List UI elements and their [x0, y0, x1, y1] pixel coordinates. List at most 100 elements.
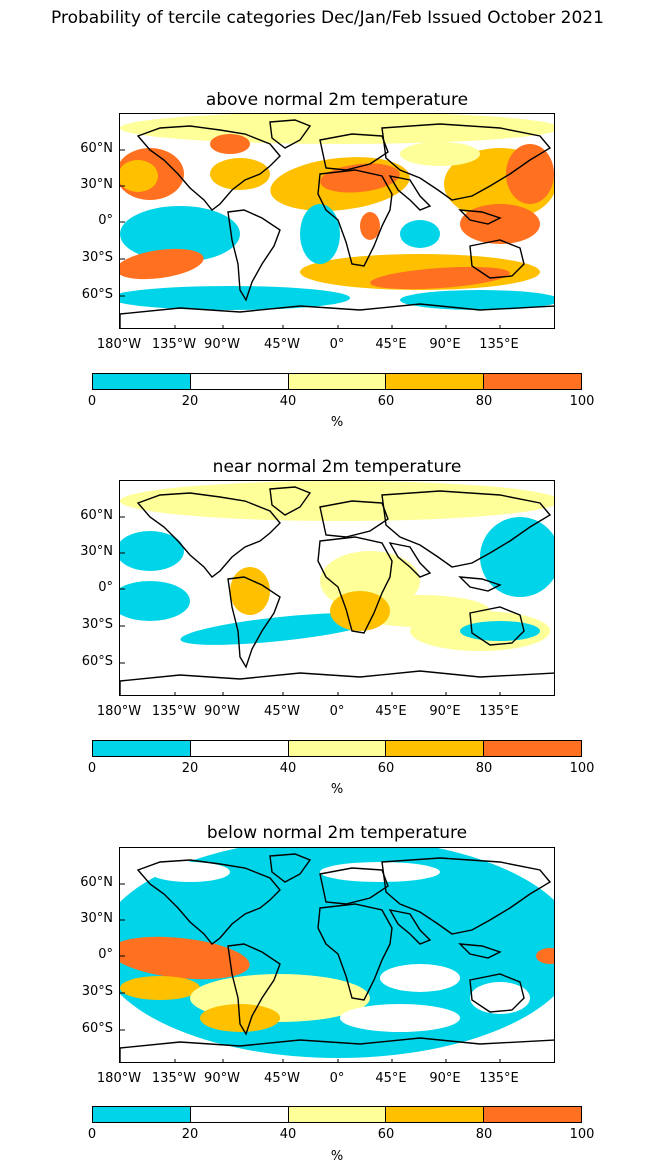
colorbar-segment	[287, 374, 386, 389]
lon-tick-label: 45°E	[375, 704, 407, 719]
lon-tick-label: 90°E	[429, 1071, 461, 1086]
coastline	[120, 303, 554, 328]
colorbar-segment	[287, 741, 386, 756]
coastline	[469, 973, 525, 1013]
probability-region	[460, 621, 540, 641]
coastline	[120, 670, 554, 695]
lon-tick-label: 180°W	[96, 704, 142, 719]
colorbar-segment	[385, 741, 484, 756]
coastline	[120, 1037, 554, 1062]
colorbar-tick-label: 0	[87, 1127, 97, 1142]
colorbar-tick-label: 80	[475, 761, 493, 776]
lat-tick-label: 60°S	[81, 1021, 113, 1036]
lon-tick-label: 90°W	[204, 704, 240, 719]
lon-tick-label: 180°W	[96, 337, 142, 352]
lat-tick-label: 60°S	[81, 287, 113, 302]
colorbar-tick-label: 100	[569, 394, 595, 409]
lat-tick-label: 30°S	[81, 250, 113, 265]
probability-region	[150, 862, 230, 882]
lon-tick-label: 135°E	[479, 337, 519, 352]
colorbar-tick-label: 80	[475, 394, 493, 409]
coastline	[381, 857, 552, 935]
lat-tick-label: 30°S	[81, 984, 113, 999]
lon-tick-label: 135°W	[151, 337, 197, 352]
colorbar-segment	[385, 1107, 484, 1122]
colorbar-tick-label: 40	[279, 761, 297, 776]
colorbar-tick-label: 40	[279, 394, 297, 409]
probability-region	[120, 160, 158, 192]
colorbar-segment	[287, 1107, 386, 1122]
coastline	[388, 542, 432, 578]
coastline	[136, 492, 281, 578]
probability-region	[210, 158, 270, 190]
colorbar-tick-label: 0	[87, 761, 97, 776]
probability-region	[460, 204, 540, 244]
map-canvas	[120, 114, 554, 328]
probability-region	[340, 1004, 460, 1032]
colorbar-tick-label: 100	[569, 761, 595, 776]
lon-tick-label: 135°E	[479, 1071, 519, 1086]
probability-region	[400, 290, 554, 310]
lon-tick-label: 45°W	[264, 704, 300, 719]
lat-tick-label: 0°	[98, 947, 113, 962]
probability-region	[210, 134, 250, 154]
probability-region	[400, 142, 480, 166]
probability-region	[120, 936, 250, 980]
probability-region	[370, 266, 510, 290]
colorbar-above	[92, 373, 582, 390]
lat-tick-label: 30°N	[80, 544, 113, 559]
probability-region	[120, 286, 350, 310]
figure-title: Probability of tercile categories Dec/Ja…	[51, 8, 604, 28]
map-canvas	[120, 848, 554, 1062]
coastline	[227, 943, 281, 1036]
lon-tick-label: 135°E	[479, 704, 519, 719]
lat-tick-label: 60°N	[80, 875, 113, 890]
lon-tick-label: 90°W	[204, 1071, 240, 1086]
probability-region	[230, 567, 270, 615]
coastline	[227, 209, 281, 302]
lat-tick-label: 0°	[98, 213, 113, 228]
lat-tick-label: 60°N	[80, 141, 113, 156]
colorbar-tick-label: 20	[181, 394, 199, 409]
probability-region	[380, 964, 460, 992]
colorbar-segment	[483, 741, 581, 756]
coastline	[469, 606, 525, 646]
probability-region	[180, 613, 380, 645]
colorbar-tick-label: 60	[377, 1127, 395, 1142]
lat-tick-label: 30°N	[80, 177, 113, 192]
colorbar-segment	[93, 741, 190, 756]
colorbar-segment	[483, 374, 581, 389]
lon-tick-label: 0°	[329, 337, 345, 352]
colorbar-tick-label: 0	[87, 394, 97, 409]
map-below-normal	[119, 847, 555, 1063]
colorbar-segment	[483, 1107, 581, 1122]
lon-tick-label: 45°W	[264, 337, 300, 352]
probability-region	[300, 204, 340, 264]
probability-region	[120, 481, 554, 521]
colorbar-segment	[93, 374, 190, 389]
colorbar-segment	[189, 741, 288, 756]
probability-region	[480, 517, 554, 597]
colorbar-label-below: %	[330, 1149, 344, 1164]
panel-title-below: below normal 2m temperature	[206, 823, 468, 843]
map-near-normal	[119, 480, 555, 696]
coastline	[319, 500, 389, 538]
lon-tick-label: 45°E	[375, 1071, 407, 1086]
probability-region	[536, 948, 554, 964]
probability-region	[470, 982, 530, 1014]
probability-region	[400, 220, 440, 248]
coastline	[269, 486, 312, 516]
lat-tick-label: 30°S	[81, 617, 113, 632]
lon-tick-label: 0°	[329, 1071, 345, 1086]
colorbar-tick-label: 60	[377, 394, 395, 409]
map-canvas	[120, 481, 554, 695]
lon-tick-label: 0°	[329, 704, 345, 719]
probability-region	[120, 206, 240, 262]
probability-region	[320, 862, 440, 882]
coastline	[319, 133, 389, 171]
colorbar-segment	[189, 1107, 288, 1122]
coastline	[381, 490, 552, 568]
coastline	[317, 903, 393, 1001]
lon-tick-label: 90°E	[429, 704, 461, 719]
colorbar-tick-label: 40	[279, 1127, 297, 1142]
